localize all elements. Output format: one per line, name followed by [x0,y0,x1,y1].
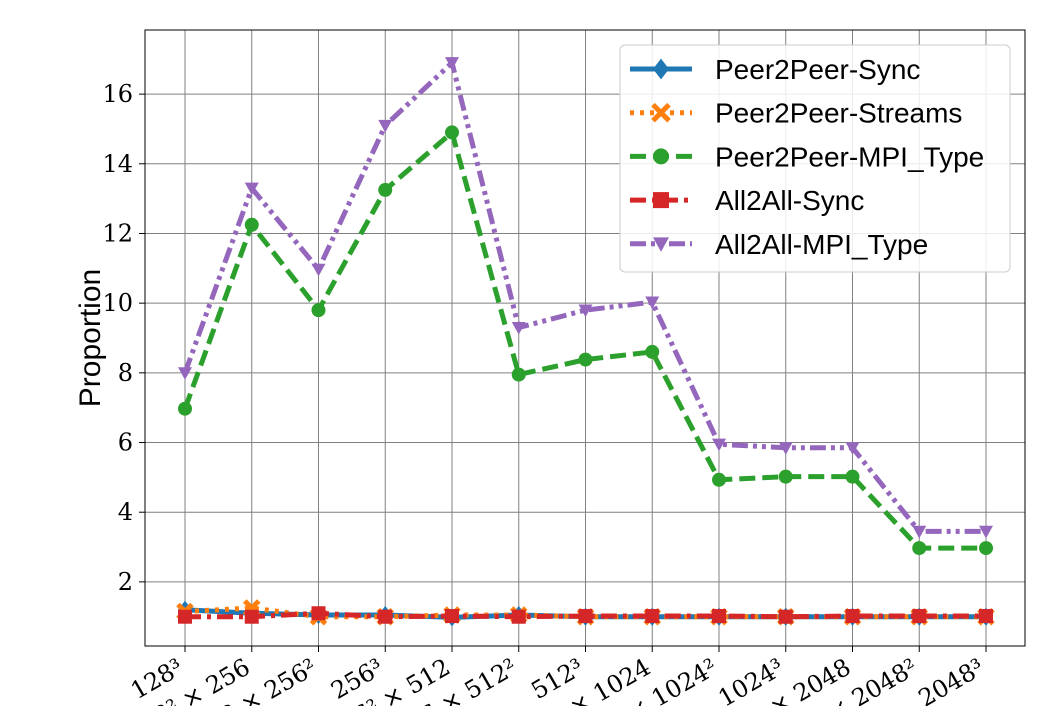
marker [578,609,593,624]
marker [653,237,669,252]
marker [712,438,726,452]
legend-label: Peer2Peer-Streams [715,98,962,129]
legend-label: Peer2Peer-Sync [715,54,920,85]
marker [311,263,326,277]
marker [645,609,660,624]
marker [912,525,927,539]
marker [778,442,793,455]
marker [645,296,660,310]
marker [578,352,593,367]
marker [653,58,669,80]
marker [778,469,793,484]
legend-box [619,44,1011,273]
y-tick-label: 2 [118,568,133,596]
marker [378,182,393,197]
marker [979,609,993,624]
y-axis-label: Proportion [74,269,107,407]
marker [445,57,459,70]
marker [845,469,860,484]
marker [912,541,927,556]
axes-frame [144,29,1026,647]
legend-label: All2All-MPI_Type [715,229,928,260]
marker [651,102,671,123]
marker [778,609,793,624]
marker [712,472,726,487]
y-tick-label: 6 [118,429,133,457]
legend-label: Peer2Peer-MPI_Type [715,141,984,172]
y-tick-label: 16 [102,80,133,108]
plot-area [176,57,995,627]
marker [378,609,393,624]
y-tick-label: 14 [102,150,133,178]
legend-label: All2All-Sync [715,185,864,216]
marker [645,344,660,359]
marker [912,609,927,624]
legend: Peer2Peer-Sync Peer2Peer-Streams Peer2Peer… [619,44,1011,273]
y-tick-label: 12 [102,219,133,247]
marker [511,321,526,335]
y-tick-label: 10 [102,289,133,317]
marker [653,148,669,165]
y-tick-label: 4 [118,498,133,526]
marker [845,442,860,455]
marker [244,182,259,196]
marker [845,609,860,624]
marker [979,541,993,556]
y-tick-label: 8 [118,359,133,387]
marker [311,303,326,318]
marker [578,304,593,318]
marker [653,192,669,209]
marker [178,367,192,380]
marker [511,609,526,624]
marker [979,525,993,539]
marker [445,609,459,624]
marker [378,119,393,133]
marker [178,401,192,416]
marker [712,609,726,624]
x-tick-label: 2048³ [914,653,989,706]
marker [511,367,526,382]
marker [244,217,259,232]
marker [244,609,259,624]
marker [311,606,326,621]
marker [445,125,459,140]
marker [178,609,192,624]
